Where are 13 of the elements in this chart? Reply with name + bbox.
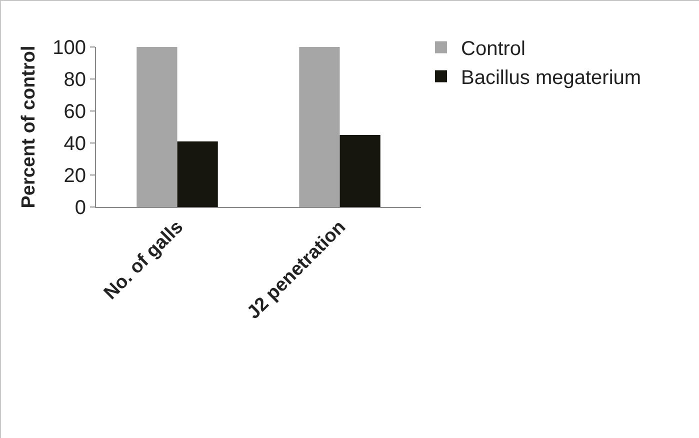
y-tick-label: 20 [64,165,86,187]
bar [340,135,380,207]
bar [299,47,340,207]
legend-label: Bacillus megaterium [461,67,642,90]
bar [136,47,178,207]
y-axis-title: Percent of control [18,46,40,208]
y-tick-label: 100 [52,37,86,59]
y-tick-label: 60 [64,101,86,123]
y-tick-label: 80 [64,69,86,91]
legend-label: Control [461,38,526,60]
bar [177,141,218,207]
y-tick-label: 40 [64,133,86,155]
y-tick-label: 0 [74,197,86,219]
